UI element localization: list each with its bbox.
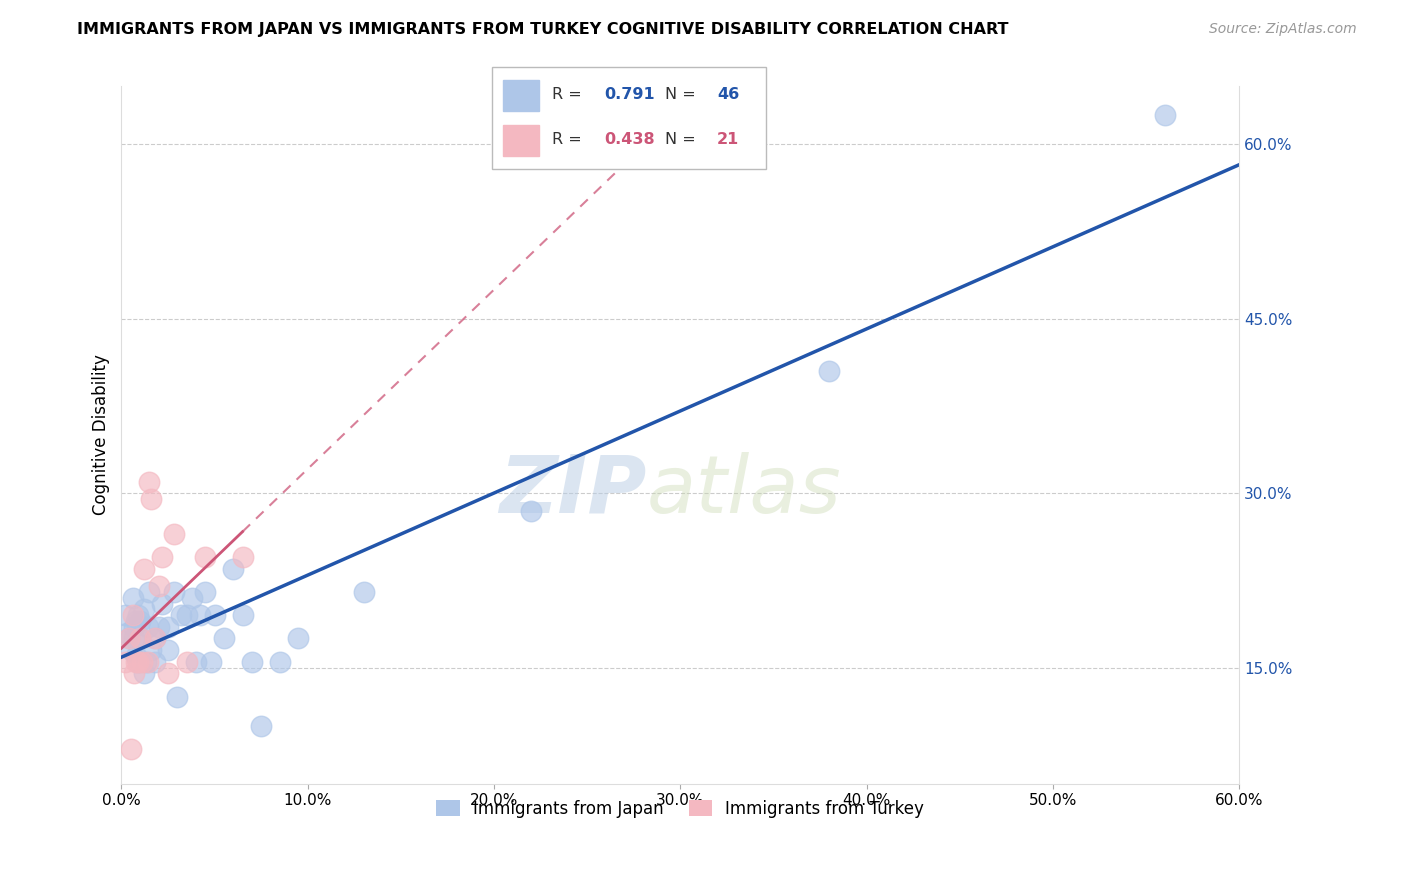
Point [118,632,141,646]
Point [143,655,166,669]
Text: R =: R = [553,132,588,147]
Point [170,608,193,623]
Bar [503,126,538,156]
Point [141,491,163,506]
Point [138,475,160,489]
Text: N =: N = [665,132,700,147]
Point [287,632,309,646]
Point [353,585,375,599]
Point [131,655,153,669]
Point [124,632,146,646]
Text: 21: 21 [717,132,740,147]
Point [135,655,157,669]
Point [162,585,184,599]
Text: N =: N = [665,87,700,102]
Point [184,655,207,669]
Point [1153,108,1175,122]
Point [162,526,184,541]
Text: ZIP: ZIP [499,452,647,530]
Point [129,614,152,628]
Point [132,666,155,681]
Point [125,614,148,628]
Text: R =: R = [553,87,588,102]
Point [194,585,217,599]
Point [188,608,211,623]
Point [231,608,253,623]
Point [132,602,155,616]
Point [143,632,166,646]
Point [166,690,188,704]
Point [222,562,245,576]
Point [152,597,174,611]
Point [121,591,143,605]
Text: 0.438: 0.438 [605,132,655,147]
Point [818,364,841,378]
Text: Source: ZipAtlas.com: Source: ZipAtlas.com [1209,22,1357,37]
Point [143,632,166,646]
Point [138,585,160,599]
Text: 0.791: 0.791 [605,87,655,102]
FancyBboxPatch shape [492,67,766,169]
Point [136,620,159,634]
Point [212,632,235,646]
Legend: Immigrants from Japan, Immigrants from Turkey: Immigrants from Japan, Immigrants from T… [430,793,931,824]
Point [127,655,149,669]
Point [118,632,141,646]
Point [181,591,204,605]
Point [127,608,149,623]
Y-axis label: Cognitive Disability: Cognitive Disability [93,355,110,516]
Point [204,608,226,623]
Point [250,718,273,732]
Point [156,620,179,634]
Point [156,666,179,681]
Point [141,643,163,657]
Point [520,503,543,517]
Point [176,608,198,623]
Point [136,655,159,669]
Point [148,620,170,634]
Point [132,562,155,576]
Text: atlas: atlas [647,452,842,530]
Point [120,742,142,756]
Point [127,655,149,669]
Point [129,632,152,646]
Point [125,655,148,669]
Point [125,648,148,663]
Point [176,655,198,669]
Point [200,655,222,669]
Point [269,655,291,669]
Point [194,550,217,565]
Point [120,643,142,657]
Point [152,550,174,565]
Point [121,608,143,623]
Text: 46: 46 [717,87,740,102]
Point [115,625,138,640]
Point [231,550,253,565]
Point [124,666,146,681]
Point [240,655,263,669]
Point [124,620,146,634]
Point [129,632,152,646]
Bar [503,80,538,111]
Point [156,643,179,657]
Point [148,579,170,593]
Text: IMMIGRANTS FROM JAPAN VS IMMIGRANTS FROM TURKEY COGNITIVE DISABILITY CORRELATION: IMMIGRANTS FROM JAPAN VS IMMIGRANTS FROM… [77,22,1010,37]
Point [114,655,136,669]
Point [114,608,136,623]
